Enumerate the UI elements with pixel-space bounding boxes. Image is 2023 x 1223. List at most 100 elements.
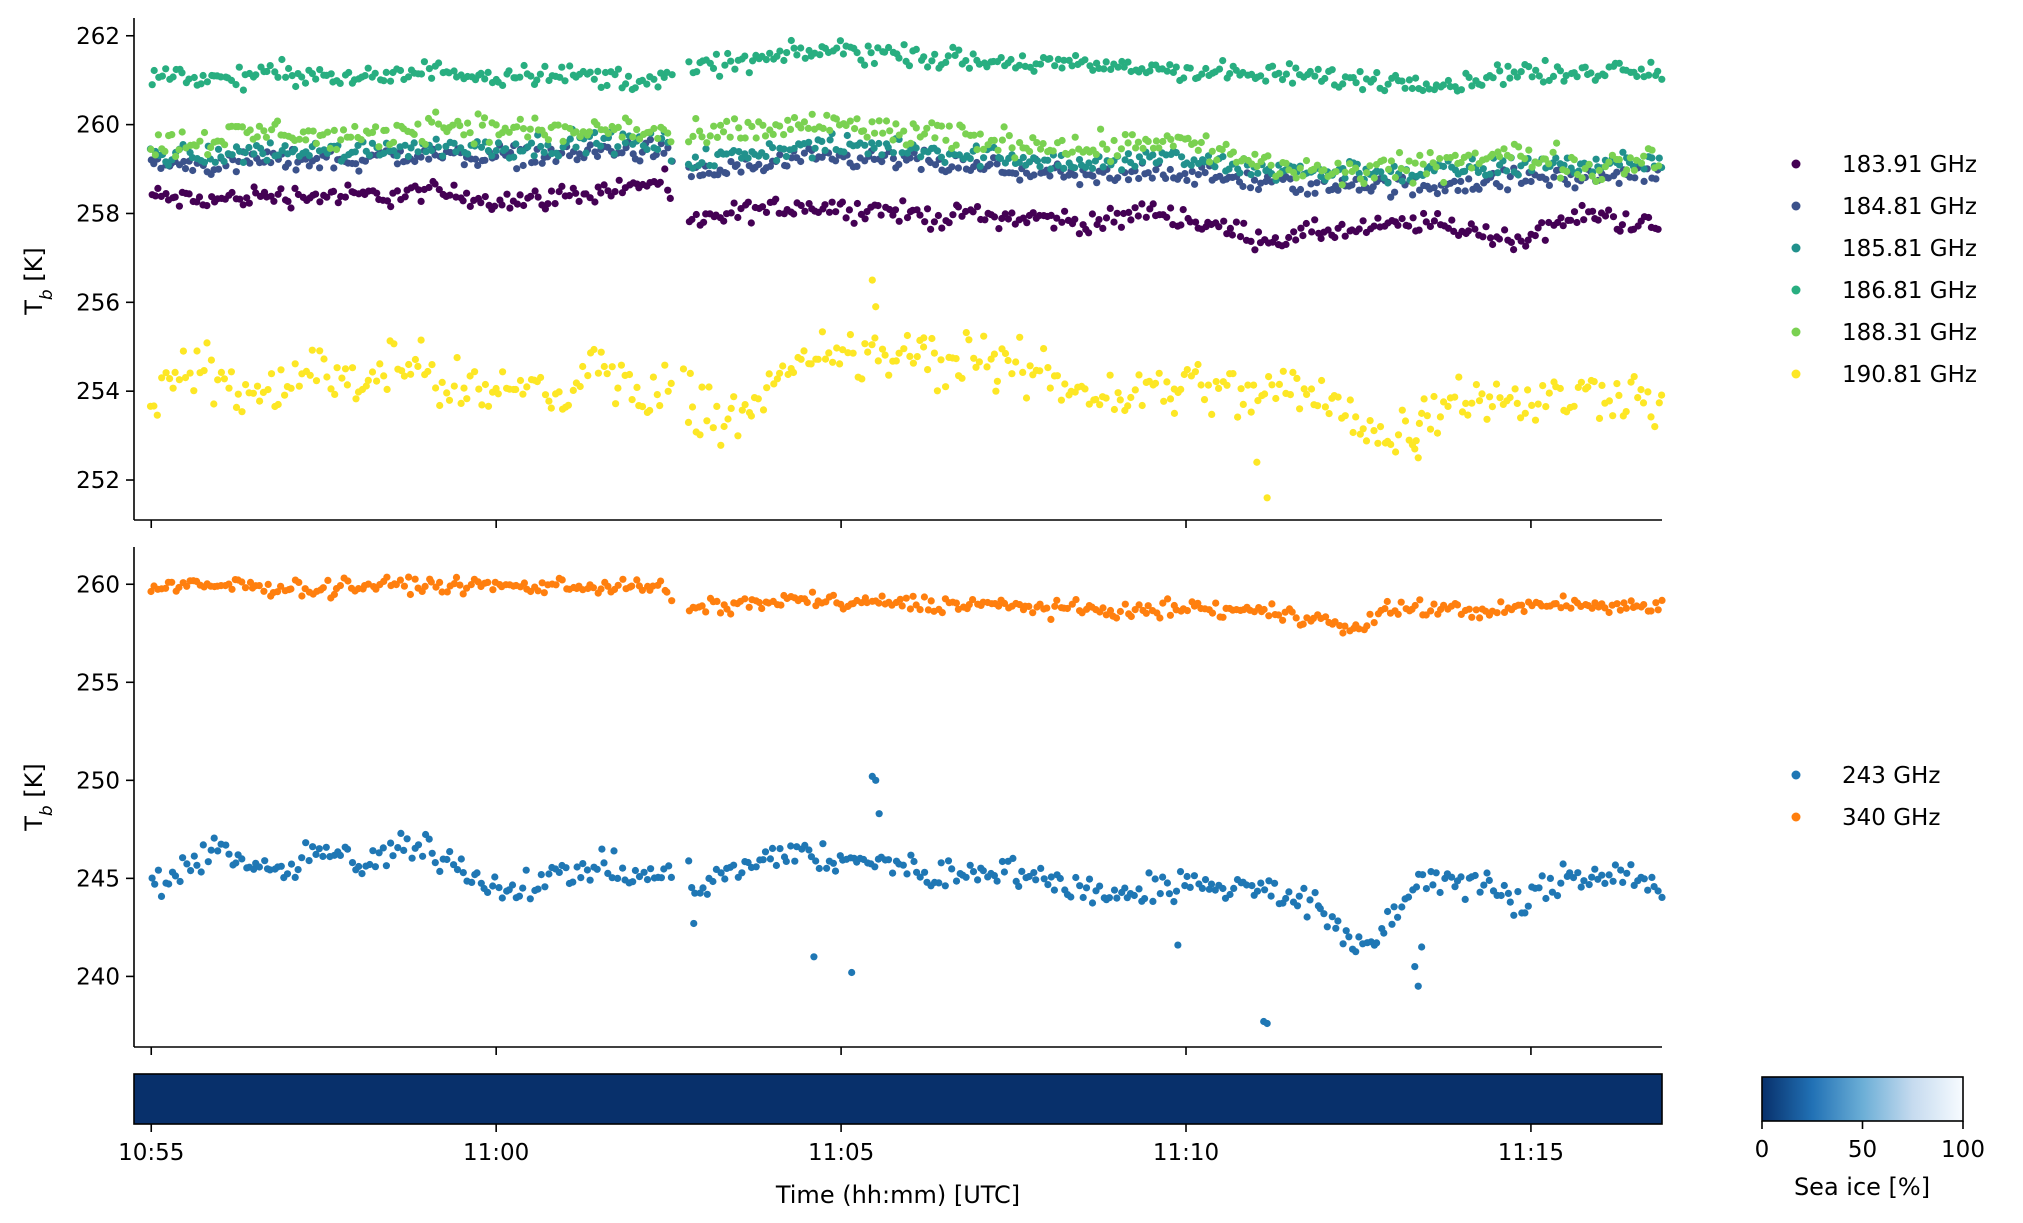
point bbox=[180, 157, 188, 166]
point bbox=[1288, 79, 1297, 87]
point bbox=[561, 77, 569, 85]
point bbox=[200, 128, 209, 137]
sea-ice-strip-panel: 10:55 11:00 11:05 11:10 11:15 Time (hh:mm) [… bbox=[118, 1073, 1663, 1209]
point bbox=[207, 143, 215, 152]
point bbox=[801, 54, 809, 62]
point bbox=[594, 67, 602, 75]
point bbox=[777, 601, 785, 609]
point bbox=[393, 187, 401, 195]
point bbox=[889, 869, 897, 877]
point bbox=[1363, 622, 1371, 630]
point bbox=[551, 200, 559, 208]
point bbox=[1601, 72, 1609, 80]
point bbox=[1574, 869, 1582, 877]
point bbox=[456, 581, 464, 589]
point bbox=[242, 381, 250, 389]
point bbox=[1506, 898, 1514, 906]
point bbox=[541, 883, 549, 891]
point bbox=[685, 857, 693, 865]
point bbox=[407, 370, 415, 378]
point bbox=[735, 148, 743, 156]
point bbox=[1524, 386, 1532, 394]
point bbox=[1479, 233, 1487, 241]
point bbox=[1578, 201, 1586, 210]
point bbox=[1030, 67, 1038, 75]
point bbox=[1640, 177, 1648, 185]
point bbox=[1239, 182, 1247, 191]
point bbox=[478, 121, 486, 129]
point bbox=[628, 396, 636, 404]
point bbox=[474, 161, 482, 169]
point bbox=[734, 432, 742, 440]
y-tick-label: 262 bbox=[76, 24, 120, 50]
point bbox=[537, 373, 545, 382]
point bbox=[899, 197, 907, 205]
point bbox=[1018, 52, 1027, 60]
point bbox=[973, 146, 981, 154]
point bbox=[481, 75, 489, 83]
point bbox=[709, 64, 718, 72]
point bbox=[1640, 165, 1648, 173]
point bbox=[499, 81, 507, 89]
point bbox=[1514, 171, 1522, 179]
point bbox=[881, 351, 889, 359]
point bbox=[1222, 140, 1230, 148]
point bbox=[937, 356, 945, 364]
point bbox=[857, 599, 866, 607]
point bbox=[1542, 175, 1550, 183]
point bbox=[1416, 186, 1424, 194]
point bbox=[1373, 69, 1381, 77]
point bbox=[526, 125, 534, 133]
point bbox=[864, 150, 872, 158]
point bbox=[1043, 604, 1051, 612]
point bbox=[291, 873, 299, 882]
point bbox=[1306, 67, 1314, 76]
point bbox=[1390, 903, 1398, 911]
point bbox=[1588, 873, 1596, 881]
point bbox=[1036, 163, 1044, 171]
point bbox=[748, 122, 756, 131]
point bbox=[1380, 929, 1388, 937]
point bbox=[1497, 891, 1505, 900]
point bbox=[664, 144, 672, 152]
point bbox=[351, 148, 359, 156]
point bbox=[1384, 80, 1392, 88]
point bbox=[693, 68, 701, 76]
point bbox=[1299, 232, 1307, 240]
point bbox=[1609, 877, 1617, 885]
point bbox=[710, 122, 718, 130]
point bbox=[466, 129, 474, 137]
point bbox=[787, 842, 795, 850]
point bbox=[446, 848, 454, 856]
point bbox=[288, 72, 296, 80]
point bbox=[1311, 889, 1319, 897]
point bbox=[210, 834, 218, 842]
point bbox=[161, 147, 169, 155]
point bbox=[1088, 899, 1097, 907]
point bbox=[583, 866, 592, 874]
point bbox=[1510, 246, 1518, 254]
point bbox=[333, 364, 341, 372]
point bbox=[1016, 333, 1024, 341]
point bbox=[962, 57, 970, 65]
point bbox=[1640, 601, 1648, 609]
point bbox=[720, 422, 728, 431]
point bbox=[302, 136, 310, 144]
point bbox=[769, 130, 777, 138]
point bbox=[969, 868, 978, 876]
point bbox=[1503, 167, 1511, 175]
point bbox=[492, 147, 500, 155]
point bbox=[832, 115, 841, 123]
point bbox=[190, 852, 198, 860]
point bbox=[1618, 221, 1626, 229]
point bbox=[1211, 163, 1219, 171]
point bbox=[1506, 393, 1514, 402]
point bbox=[294, 866, 302, 874]
point bbox=[1261, 886, 1269, 894]
point bbox=[698, 383, 706, 391]
point bbox=[1557, 879, 1565, 887]
point bbox=[273, 588, 282, 596]
point bbox=[745, 603, 753, 611]
point bbox=[716, 121, 725, 129]
point bbox=[1370, 222, 1378, 230]
